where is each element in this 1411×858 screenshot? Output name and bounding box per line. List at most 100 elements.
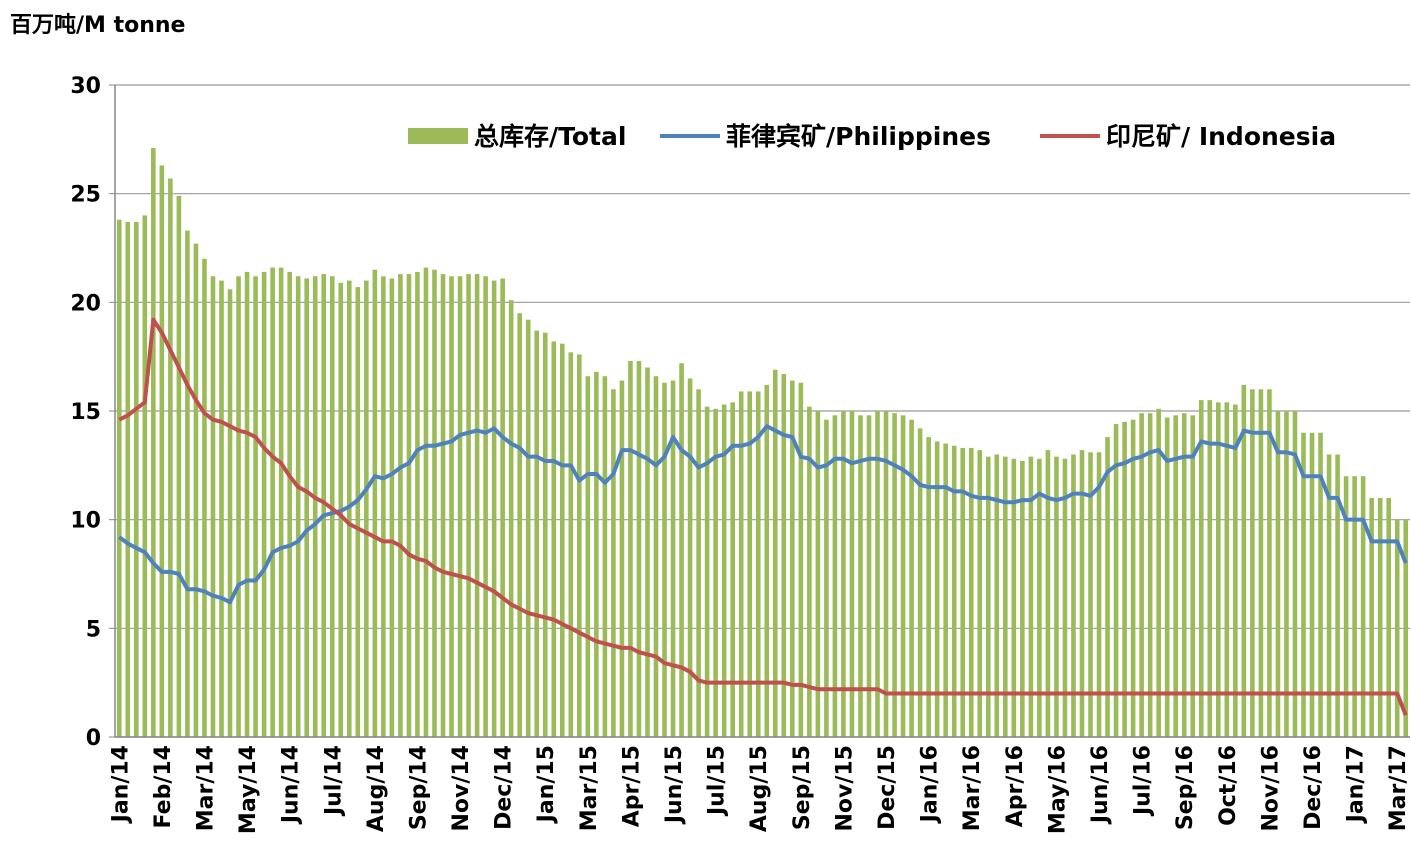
x-tick-label: Jan/15	[534, 745, 559, 824]
bar	[1096, 452, 1102, 737]
x-tick-label: Mar/14	[193, 745, 218, 831]
bar	[1071, 454, 1076, 737]
bar	[304, 278, 309, 737]
bar	[900, 415, 906, 737]
x-tick-label: Jun/16	[1088, 745, 1113, 825]
bar	[636, 361, 642, 737]
bar	[466, 274, 471, 737]
bar	[841, 411, 846, 737]
bar	[1113, 424, 1119, 737]
bar	[1003, 456, 1008, 737]
bar	[832, 415, 838, 737]
bar	[483, 276, 488, 737]
bar	[1292, 411, 1298, 737]
bar	[116, 219, 122, 737]
bar	[133, 221, 139, 738]
bar	[398, 274, 403, 737]
bar	[474, 274, 480, 737]
bar	[389, 278, 395, 737]
bar	[790, 380, 795, 737]
bar	[508, 300, 514, 737]
bar	[1207, 400, 1213, 737]
bar	[1216, 402, 1221, 737]
bar	[1275, 411, 1281, 737]
bar	[1139, 413, 1144, 737]
bar	[653, 376, 659, 737]
bar	[713, 408, 718, 737]
bar	[798, 382, 804, 737]
x-tick-label: Mar/17	[1386, 745, 1411, 831]
bar	[210, 276, 216, 737]
bar	[1386, 497, 1392, 737]
bar	[909, 419, 914, 737]
bar	[1318, 432, 1323, 737]
x-tick-label: Jul/15	[705, 745, 730, 817]
bar	[968, 447, 974, 737]
bar	[1190, 415, 1196, 737]
bar	[159, 165, 165, 737]
bar	[1352, 476, 1357, 737]
bar	[1326, 454, 1332, 737]
bar	[1309, 432, 1315, 737]
bar	[364, 280, 369, 737]
legend-label: 印尼矿/ Indonesia	[1106, 122, 1336, 151]
bar	[1377, 497, 1383, 737]
bar	[1335, 454, 1340, 737]
x-tick-label: Apr/16	[1003, 745, 1028, 827]
y-tick-label: 25	[70, 183, 101, 208]
bar	[1020, 460, 1025, 737]
bar	[534, 330, 540, 737]
x-tick-label: Jun/14	[279, 745, 304, 825]
x-tick-label: Nov/16	[1258, 745, 1283, 832]
x-tick-label: Sep/15	[790, 745, 815, 830]
bar	[1156, 408, 1161, 737]
x-tick-label: Jan/14	[108, 745, 133, 824]
bar	[1045, 450, 1051, 737]
bar	[1394, 519, 1400, 737]
bar	[679, 363, 684, 737]
y-tick-label: 30	[70, 74, 101, 99]
bar	[721, 404, 727, 737]
bar	[1198, 400, 1204, 737]
bar	[244, 271, 250, 737]
bar	[883, 411, 889, 737]
bar	[1267, 389, 1272, 737]
bar	[1181, 413, 1187, 737]
bar	[755, 391, 761, 737]
bar	[312, 276, 318, 737]
bar	[1403, 519, 1409, 737]
bar	[866, 415, 872, 737]
x-tick-label: Jan/17	[1344, 745, 1369, 824]
x-tick-label: Jan/16	[918, 745, 943, 824]
x-tick-label: Apr/15	[619, 745, 644, 827]
bar	[542, 332, 548, 737]
bar	[1147, 413, 1153, 737]
legend-label: 总库存/Total	[474, 122, 626, 151]
x-tick-label: Nov/14	[449, 745, 474, 832]
x-tick-label: Dec/16	[1301, 745, 1326, 830]
bar	[1343, 476, 1349, 737]
bar	[1241, 384, 1247, 737]
bar	[943, 443, 948, 737]
bar	[960, 447, 966, 737]
bar	[1233, 404, 1238, 737]
bar	[875, 411, 880, 737]
bar	[730, 402, 735, 737]
bar	[892, 413, 897, 737]
bar	[1062, 458, 1068, 737]
bar	[1360, 476, 1366, 737]
bar	[619, 380, 625, 737]
bar	[1258, 389, 1264, 737]
bar	[815, 411, 821, 737]
bar	[457, 276, 463, 737]
bar	[662, 382, 667, 737]
bar	[807, 406, 812, 737]
bar	[517, 313, 522, 737]
bar	[670, 380, 676, 737]
x-tick-label: Mar/16	[960, 745, 985, 831]
x-tick-label: Dec/15	[875, 745, 900, 830]
x-tick-label: Nov/15	[832, 745, 857, 832]
bar	[1284, 411, 1289, 737]
y-tick-label: 10	[70, 509, 101, 534]
